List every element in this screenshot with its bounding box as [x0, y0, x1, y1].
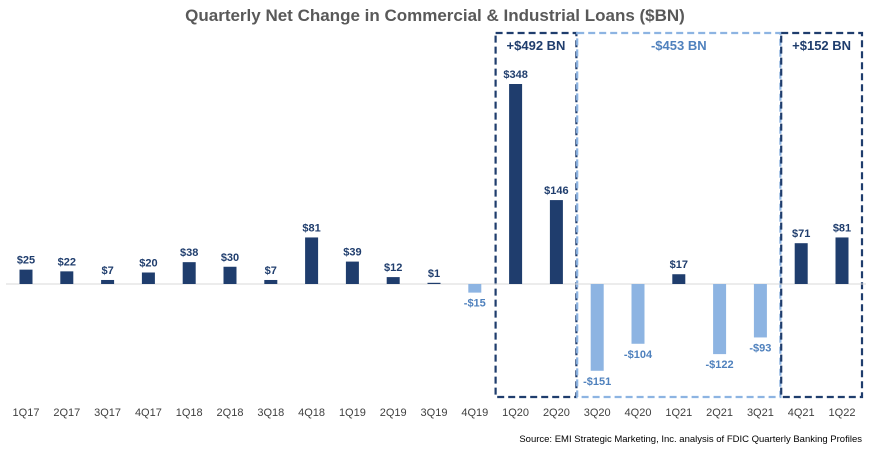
category-label-2Q17: 2Q17: [53, 407, 80, 419]
category-label-2Q20: 2Q20: [543, 407, 570, 419]
category-label-4Q21: 4Q21: [788, 407, 815, 419]
bar-3Q19: [427, 282, 441, 284]
category-label-4Q20: 4Q20: [625, 407, 652, 419]
category-label-3Q21: 3Q21: [747, 407, 774, 419]
data-label-4Q21: $71: [792, 228, 810, 240]
bar-2Q19: [386, 277, 400, 284]
data-label-1Q19: $39: [343, 247, 361, 259]
data-label-1Q21: $17: [670, 259, 688, 271]
bar-1Q17: [19, 269, 33, 284]
bar-1Q20: [509, 84, 523, 284]
data-label-3Q19: $1: [428, 268, 440, 280]
bar-1Q19: [345, 261, 359, 284]
data-label-3Q18: $7: [265, 265, 277, 277]
data-label-2Q18: $30: [221, 252, 239, 264]
bar-3Q21: [753, 284, 767, 338]
bar-4Q20: [631, 284, 645, 344]
bar-1Q22: [835, 237, 849, 284]
data-label-3Q20: -$151: [583, 376, 611, 388]
data-label-3Q17: $7: [101, 265, 113, 277]
bar-3Q17: [101, 279, 115, 284]
data-label-4Q19: -$15: [464, 298, 486, 310]
category-label-3Q18: 3Q18: [257, 407, 284, 419]
annotation-label-1: +$492 BN: [507, 38, 566, 53]
category-label-2Q18: 2Q18: [217, 407, 244, 419]
bar-4Q21: [794, 243, 808, 284]
category-label-1Q20: 1Q20: [502, 407, 529, 419]
data-label-2Q20: $146: [544, 185, 568, 197]
bar-4Q18: [305, 237, 319, 284]
data-label-1Q20: $348: [503, 69, 527, 81]
data-label-4Q17: $20: [139, 258, 157, 270]
data-label-1Q22: $81: [833, 222, 851, 234]
category-label-2Q19: 2Q19: [380, 407, 407, 419]
bar-2Q20: [549, 200, 563, 284]
bar-4Q19: [468, 284, 482, 293]
chart-title: Quarterly Net Change in Commercial & Ind…: [185, 6, 685, 25]
data-label-3Q21: -$93: [749, 342, 771, 354]
data-label-4Q20: -$104: [624, 349, 653, 361]
category-label-1Q21: 1Q21: [665, 407, 692, 419]
data-label-2Q17: $22: [58, 256, 76, 268]
category-label-4Q19: 4Q19: [461, 407, 488, 419]
category-label-1Q18: 1Q18: [176, 407, 203, 419]
bar-1Q18: [182, 262, 196, 284]
category-label-3Q17: 3Q17: [94, 407, 121, 419]
category-label-1Q19: 1Q19: [339, 407, 366, 419]
data-label-2Q19: $12: [384, 262, 402, 274]
bar-4Q17: [141, 272, 155, 284]
annotation-label-2: -$453 BN: [651, 38, 707, 53]
data-label-1Q18: $38: [180, 247, 198, 259]
category-label-3Q19: 3Q19: [421, 407, 448, 419]
category-label-1Q22: 1Q22: [829, 407, 856, 419]
bar-2Q18: [223, 266, 237, 284]
data-label-4Q18: $81: [302, 222, 320, 234]
bar-3Q18: [264, 279, 278, 284]
data-label-2Q21: -$122: [706, 359, 734, 371]
category-label-3Q20: 3Q20: [584, 407, 611, 419]
annotation-label-3: +$152 BN: [792, 38, 851, 53]
bar-3Q20: [590, 284, 604, 371]
bar-2Q17: [60, 271, 74, 284]
annotation-box-3: [780, 31, 864, 399]
bar-2Q21: [713, 284, 727, 355]
category-label-2Q21: 2Q21: [706, 407, 733, 419]
category-label-4Q17: 4Q17: [135, 407, 162, 419]
data-label-1Q17: $25: [17, 255, 35, 267]
source-note: Source: EMI Strategic Marketing, Inc. an…: [519, 434, 862, 445]
category-label-1Q17: 1Q17: [13, 407, 40, 419]
annotation-box-1: [494, 31, 578, 399]
bar-1Q21: [672, 274, 686, 284]
category-label-4Q18: 4Q18: [298, 407, 325, 419]
